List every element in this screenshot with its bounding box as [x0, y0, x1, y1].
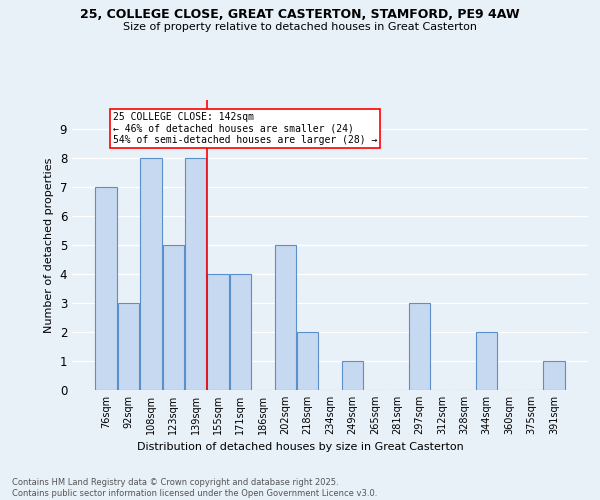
Bar [163, 245, 184, 390]
Bar [95, 187, 117, 390]
Bar [230, 274, 251, 390]
Y-axis label: Number of detached properties: Number of detached properties [44, 158, 54, 332]
Bar [208, 274, 229, 390]
Bar [185, 158, 206, 390]
Text: 25 COLLEGE CLOSE: 142sqm
← 46% of detached houses are smaller (24)
54% of semi-d: 25 COLLEGE CLOSE: 142sqm ← 46% of detach… [113, 112, 377, 145]
Text: 25, COLLEGE CLOSE, GREAT CASTERTON, STAMFORD, PE9 4AW: 25, COLLEGE CLOSE, GREAT CASTERTON, STAM… [80, 8, 520, 20]
Bar [476, 332, 497, 390]
Bar [409, 303, 430, 390]
Text: Size of property relative to detached houses in Great Casterton: Size of property relative to detached ho… [123, 22, 477, 32]
Bar [543, 361, 565, 390]
Bar [140, 158, 161, 390]
Bar [297, 332, 318, 390]
Bar [118, 303, 139, 390]
Bar [275, 245, 296, 390]
Text: Contains HM Land Registry data © Crown copyright and database right 2025.
Contai: Contains HM Land Registry data © Crown c… [12, 478, 377, 498]
Bar [342, 361, 363, 390]
Text: Distribution of detached houses by size in Great Casterton: Distribution of detached houses by size … [137, 442, 463, 452]
